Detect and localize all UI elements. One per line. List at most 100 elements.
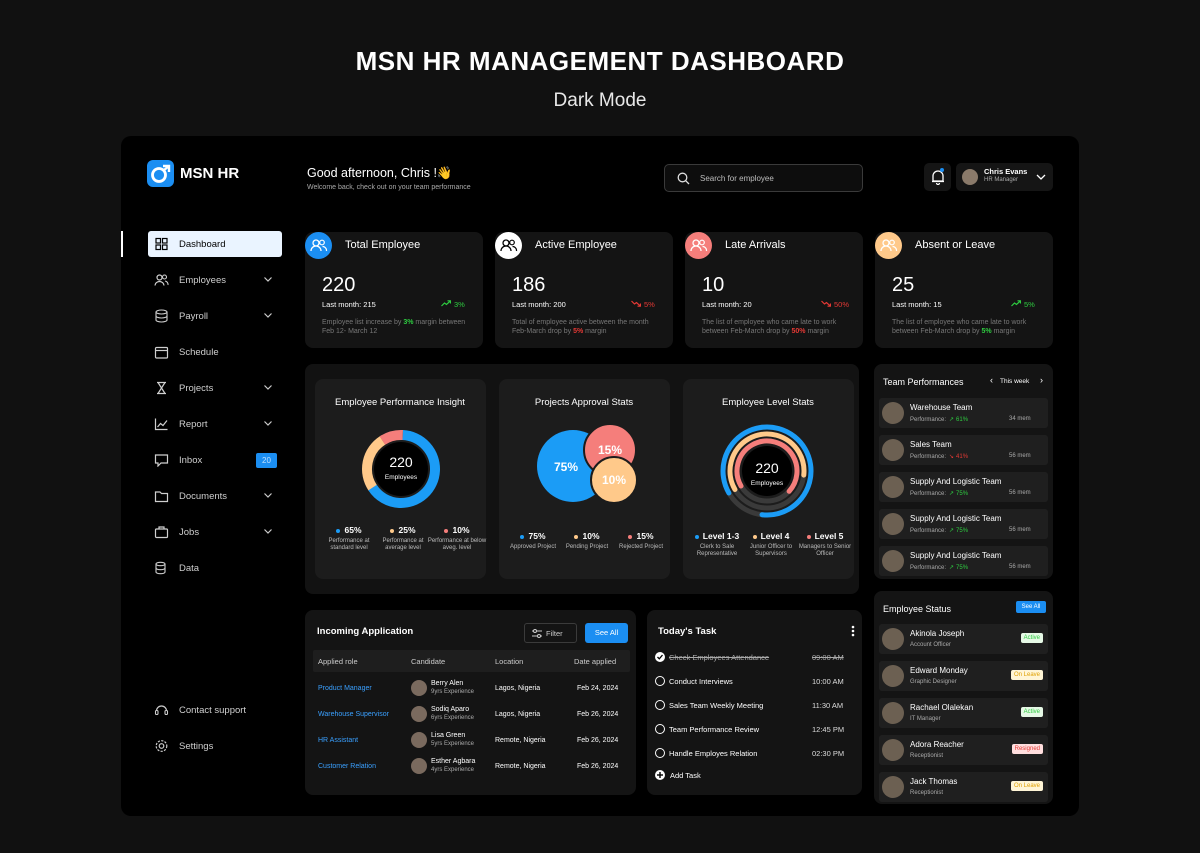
sidebar-item-dashboard[interactable]: Dashboard [148,231,282,257]
trend-indicator: 3% [441,300,465,309]
app-window: MSN HR Good afternoon, Chris !👋 Welcome … [121,136,1079,816]
radial-center-value: 220 [755,460,779,476]
see-all-button[interactable]: See All [585,623,628,643]
sidebar-item-projects[interactable]: Projects [148,375,282,401]
trend-down-icon [631,300,642,307]
location: Remote, Nigeria [495,763,546,770]
settings-link[interactable]: Settings [148,733,282,759]
task-time: 10:00 AM [812,677,844,686]
status-badge: On Leave [1010,670,1043,680]
checkbox[interactable] [655,676,665,686]
sidebar-item-employees[interactable]: Employees [148,267,282,293]
radial-arc-1 [720,424,814,518]
chevron-down-icon[interactable] [263,418,273,428]
filter-button[interactable]: Filter [524,623,577,643]
chevron-down-icon[interactable] [263,274,273,284]
performance-label: Performance: [910,565,947,571]
task-text: Conduct Interviews [669,677,733,686]
more-icon[interactable] [851,625,855,637]
table-header [313,650,630,672]
search-input[interactable]: Search for employee [664,164,863,192]
applied-role-link[interactable]: Product Manager [318,685,372,692]
checkbox[interactable] [655,724,665,734]
greeting-subtext: Welcome back, check out on your team per… [307,184,471,191]
employee-status-row[interactable]: Akinola Joseph Account Officer Active [879,624,1048,654]
see-all-button[interactable]: See All [1016,601,1046,613]
chevron-down-icon[interactable] [263,310,273,320]
applied-role-link[interactable]: Customer Relation [318,763,376,770]
legend-value-text: 15% [636,531,654,541]
date-applied: Feb 26, 2024 [577,763,619,770]
employee-status-row[interactable]: Edward Monday Graphic Designer On Leave [879,661,1048,691]
legend-value: 10% [557,532,617,540]
bubble-label-approved: 75% [554,460,578,474]
team-row[interactable]: Warehouse Team Performance: ↗ 61% 34 mem [879,398,1048,428]
bubble-pending [590,456,638,504]
candidate-experience: 5yrs Experience [431,741,475,747]
checkbox[interactable] [655,700,665,710]
sidebar-item-documents[interactable]: Documents [148,483,282,509]
employee-name: Adora Reacher [910,740,964,749]
candidate-name: Sodiq Aparo [431,706,470,713]
user-name: Chris Evans [984,167,1028,176]
sidebar-item-inbox[interactable]: Inbox 20 [148,447,282,473]
task-text: Handle Employes Relation [669,749,758,758]
team-row[interactable]: Sales Team Performance: ↘ 41% 56 mem [879,435,1048,465]
chevron-right-icon[interactable]: › [1040,375,1043,385]
settings-label: Settings [179,741,214,752]
applied-role-link[interactable]: HR Assistant [318,737,359,744]
checkbox[interactable] [655,748,665,758]
performance-label: Performance: [910,454,947,460]
desc-text: Employee list increase by [322,319,404,326]
profile-menu[interactable]: Chris Evans HR Manager [956,163,1053,191]
legend-item: Level 5 Managers to Senior Officer [795,532,855,558]
candidate-name: Esther Agbara [431,758,476,765]
sidebar-item-schedule[interactable]: Schedule [148,339,282,365]
sidebar-item-report[interactable]: Report [148,411,282,437]
legend-label: Clerk to Sale Representative [696,544,738,557]
task-time: 02:30 PM [812,749,845,758]
legend-item: 25% Performance at average level [373,526,433,552]
employee-status-row[interactable]: Adora Reacher Receptionist Resigned [879,735,1048,765]
legend-dot [390,528,395,533]
sidebar-item-payroll[interactable]: Payroll [148,303,282,329]
team-row[interactable]: Supply And Logistic Team Performance: ↗ 75%… [879,509,1048,539]
legend-value: Level 5 [795,532,855,540]
team-row[interactable]: Supply And Logistic Team Performance: ↗ 75%… [879,472,1048,502]
avatar [882,628,904,650]
avatar [411,706,427,722]
employee-status-row[interactable]: Rachael Olalekan IT Manager Active [879,698,1048,728]
chevron-left-icon[interactable]: ‹ [990,375,993,385]
team-performances-title: Team Performances [883,377,964,387]
team-performance: Performance: ↘ 41% [910,453,968,460]
task-text: Sales Team Weekly Meeting [669,701,764,710]
contact-support-link[interactable]: Contact support [148,697,282,723]
team-performance: Performance: ↗ 75% [910,564,968,571]
desc-text: margin [805,327,829,335]
candidate-name: Lisa Green [431,732,466,739]
legend-dot [520,534,525,539]
member-count: 56 mem [1009,527,1031,533]
employee-status-row[interactable]: Jack Thomas Receptionist On Leave [879,772,1048,802]
applied-role-link[interactable]: Warehouse Supervisor [318,711,389,718]
legend-dot [628,534,633,539]
status-badge: Active [1020,633,1043,643]
desc-highlight: 5% [981,327,992,335]
legend-item: 15% Rejected Project [611,531,671,551]
avatar [411,758,427,774]
checked-icon[interactable] [655,652,665,662]
legend-label: Pending Project [565,544,609,550]
desc-highlight: 50% [791,327,806,335]
member-count: 34 mem [1009,416,1031,422]
notification-dot [940,168,944,172]
legend-label: Approved Project [509,544,557,550]
team-row[interactable]: Supply And Logistic Team Performance: ↗ 75%… [879,546,1048,576]
sidebar-item-jobs[interactable]: Jobs [148,519,282,545]
sidebar-item-data[interactable]: Data [148,555,282,581]
chevron-down-icon[interactable] [263,490,273,500]
team-name: Supply And Logistic Team [910,514,1002,523]
chevron-down-icon[interactable] [263,526,273,536]
employee-name: Akinola Joseph [910,629,965,638]
chevron-down-icon[interactable] [263,382,273,392]
notification-button[interactable] [924,163,951,191]
